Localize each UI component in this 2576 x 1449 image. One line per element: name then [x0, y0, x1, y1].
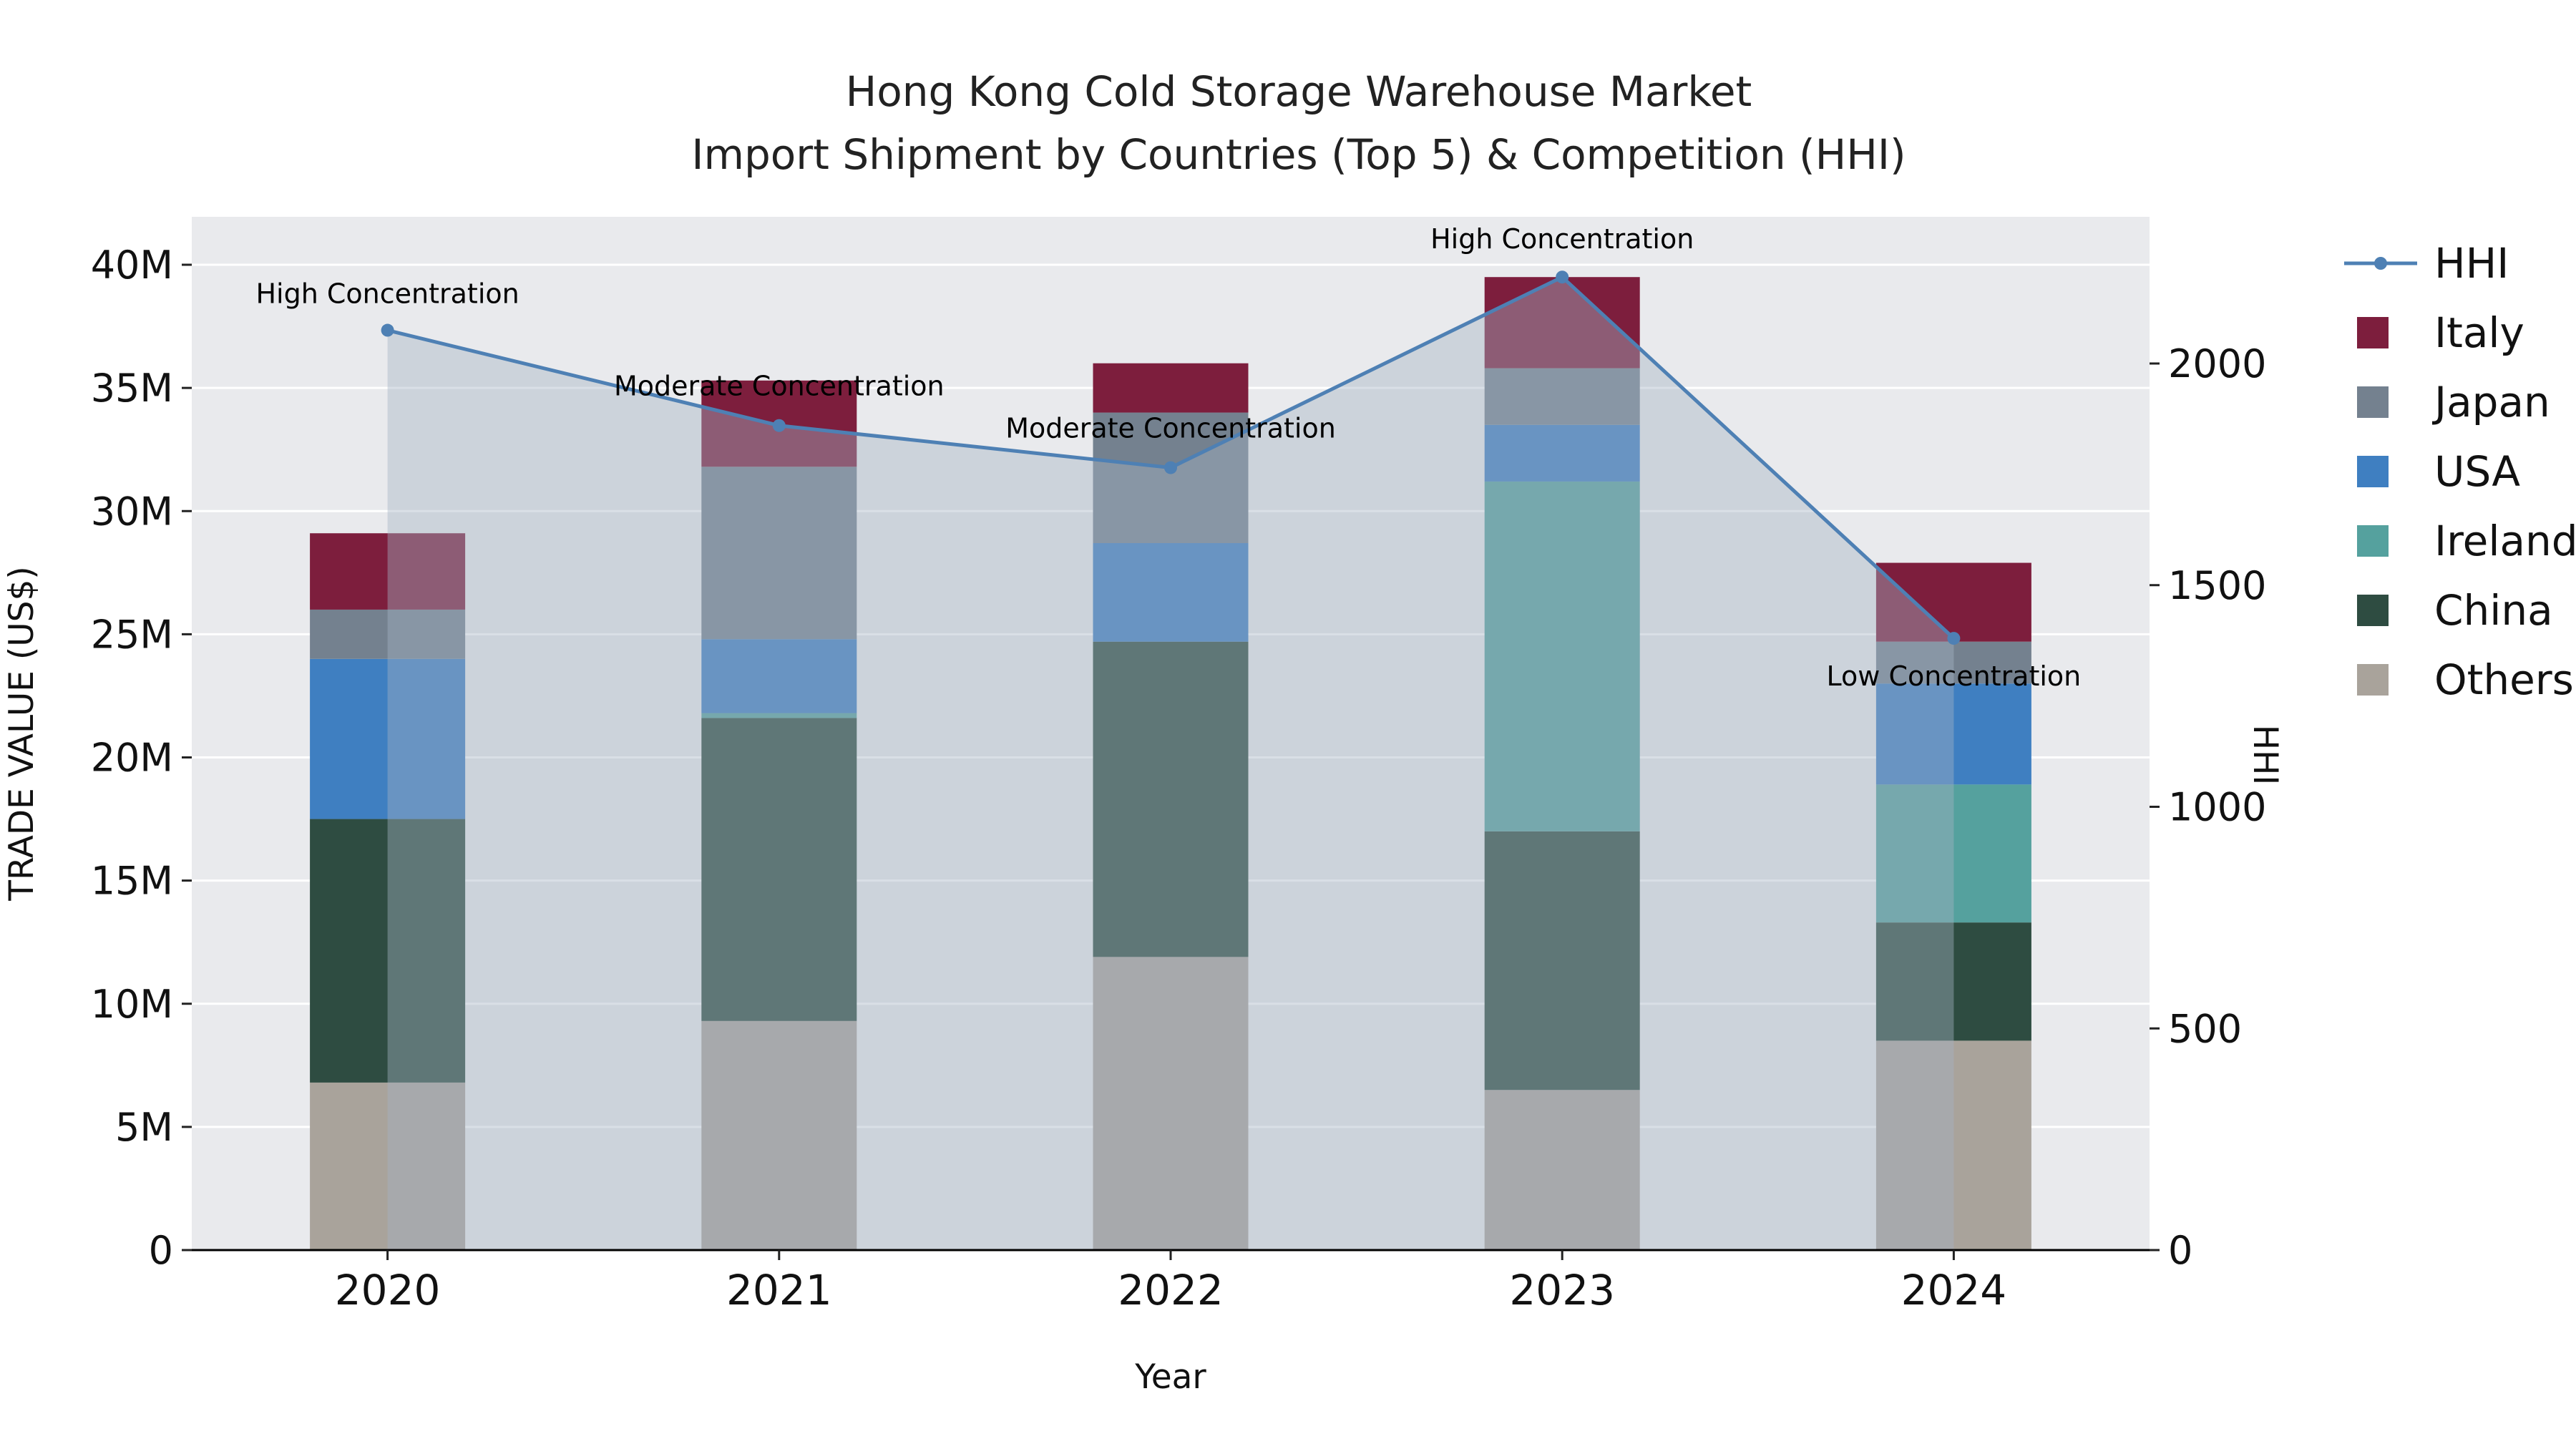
- legend-label: Ireland: [2434, 517, 2576, 565]
- bar-japan-2021[interactable]: [701, 467, 857, 640]
- bar-others-2024[interactable]: [1875, 1040, 2031, 1250]
- y-left-tick-label: 30M: [91, 489, 173, 534]
- legend-label: Italy: [2434, 308, 2524, 357]
- legend-swatch-others: [2357, 664, 2389, 696]
- x-tick-label-2020: 2020: [335, 1266, 441, 1314]
- legend-item-ireland[interactable]: Ireland: [2357, 517, 2576, 565]
- annotation-2022: Moderate Concentration: [1005, 413, 1336, 444]
- legend-label: Japan: [2432, 378, 2550, 426]
- y-left-tick-label: 35M: [91, 366, 173, 411]
- legend-item-usa[interactable]: USA: [2357, 447, 2520, 496]
- bar-china-2022[interactable]: [1093, 641, 1249, 957]
- bar-japan-2020[interactable]: [310, 609, 466, 659]
- y-left-tick-label: 40M: [91, 243, 173, 288]
- x-tick-label-2024: 2024: [1901, 1266, 2007, 1314]
- hhi-point-2021[interactable]: [772, 419, 786, 432]
- legend-swatch-china: [2357, 595, 2389, 626]
- y-right-tick-label: 500: [2168, 1006, 2242, 1051]
- legend-label: Others: [2434, 655, 2574, 704]
- y-left-tick-label: 10M: [91, 982, 173, 1027]
- bar-italy-2020[interactable]: [310, 533, 466, 610]
- legend-label: USA: [2434, 447, 2520, 496]
- annotation-2023: High Concentration: [1430, 223, 1694, 255]
- annotation-2021: Moderate Concentration: [614, 371, 945, 402]
- x-tick-label-2022: 2022: [1118, 1266, 1224, 1314]
- y-right-axis-title: HHI: [2245, 725, 2285, 786]
- bar-japan-2022[interactable]: [1093, 412, 1249, 544]
- bar-others-2021[interactable]: [701, 1020, 857, 1250]
- bar-japan-2023[interactable]: [1484, 368, 1640, 425]
- legend-swatch-japan: [2357, 386, 2389, 418]
- y-left-tick-label: 5M: [115, 1105, 173, 1150]
- bar-others-2020[interactable]: [310, 1082, 466, 1250]
- legend-line-marker: [2374, 257, 2387, 270]
- legend-swatch-ireland: [2357, 525, 2389, 557]
- y-right-tick-label: 1000: [2168, 785, 2266, 830]
- hhi-point-2022[interactable]: [1164, 461, 1177, 474]
- y-left-axis-title: TRADE VALUE (US$): [2, 566, 42, 901]
- x-axis-title: Year: [1134, 1357, 1206, 1397]
- annotation-2024: Low Concentration: [1827, 660, 2082, 692]
- y-left-tick-label: 15M: [91, 859, 173, 904]
- bar-usa-2020[interactable]: [310, 658, 466, 819]
- chart-title-line1: Hong Kong Cold Storage Warehouse Market: [846, 67, 1752, 116]
- y-right-tick-label: 0: [2168, 1228, 2192, 1273]
- legend-swatch-usa: [2357, 456, 2389, 487]
- legend-label: China: [2434, 586, 2553, 635]
- y-right-tick-label: 1500: [2168, 563, 2266, 608]
- hhi-point-2023[interactable]: [1556, 270, 1569, 284]
- hhi-point-2024[interactable]: [1947, 632, 1961, 645]
- bar-japan-2024[interactable]: [1875, 641, 2031, 684]
- legend-item-china[interactable]: China: [2357, 586, 2553, 635]
- bar-ireland-2021[interactable]: [701, 713, 857, 718]
- bar-china-2023[interactable]: [1484, 831, 1640, 1091]
- hhi-point-2020[interactable]: [381, 323, 394, 337]
- y-left-tick-label: 0: [149, 1228, 173, 1273]
- bar-usa-2023[interactable]: [1484, 424, 1640, 482]
- bar-china-2021[interactable]: [701, 718, 857, 1021]
- chart-title-line2: Import Shipment by Countries (Top 5) & C…: [691, 130, 1906, 179]
- bar-italy-2022[interactable]: [1093, 363, 1249, 413]
- bar-china-2024[interactable]: [1875, 922, 2031, 1041]
- annotation-2020: High Concentration: [255, 278, 519, 310]
- bar-ireland-2024[interactable]: [1875, 784, 2031, 923]
- bar-others-2022[interactable]: [1093, 957, 1249, 1250]
- bar-usa-2021[interactable]: [701, 639, 857, 713]
- x-tick-label-2023: 2023: [1509, 1266, 1615, 1314]
- legend-label: HHI: [2434, 239, 2509, 288]
- legend-swatch-italy: [2357, 317, 2389, 348]
- bar-china-2020[interactable]: [310, 819, 466, 1083]
- y-left-tick-label: 25M: [91, 612, 173, 657]
- legend-item-hhi[interactable]: HHI: [2344, 239, 2509, 288]
- y-left-tick-label: 20M: [91, 736, 173, 781]
- bar-others-2023[interactable]: [1484, 1090, 1640, 1250]
- x-tick-label-2021: 2021: [726, 1266, 832, 1314]
- bar-usa-2022[interactable]: [1093, 543, 1249, 642]
- legend-item-others[interactable]: Others: [2357, 655, 2574, 704]
- legend-item-italy[interactable]: Italy: [2357, 308, 2524, 357]
- y-right-tick-label: 2000: [2168, 341, 2266, 386]
- bar-usa-2024[interactable]: [1875, 683, 2031, 785]
- legend-item-japan[interactable]: Japan: [2357, 378, 2550, 426]
- bar-ireland-2023[interactable]: [1484, 481, 1640, 831]
- bar-italy-2024[interactable]: [1875, 562, 2031, 642]
- hhi-area: [387, 277, 1954, 1250]
